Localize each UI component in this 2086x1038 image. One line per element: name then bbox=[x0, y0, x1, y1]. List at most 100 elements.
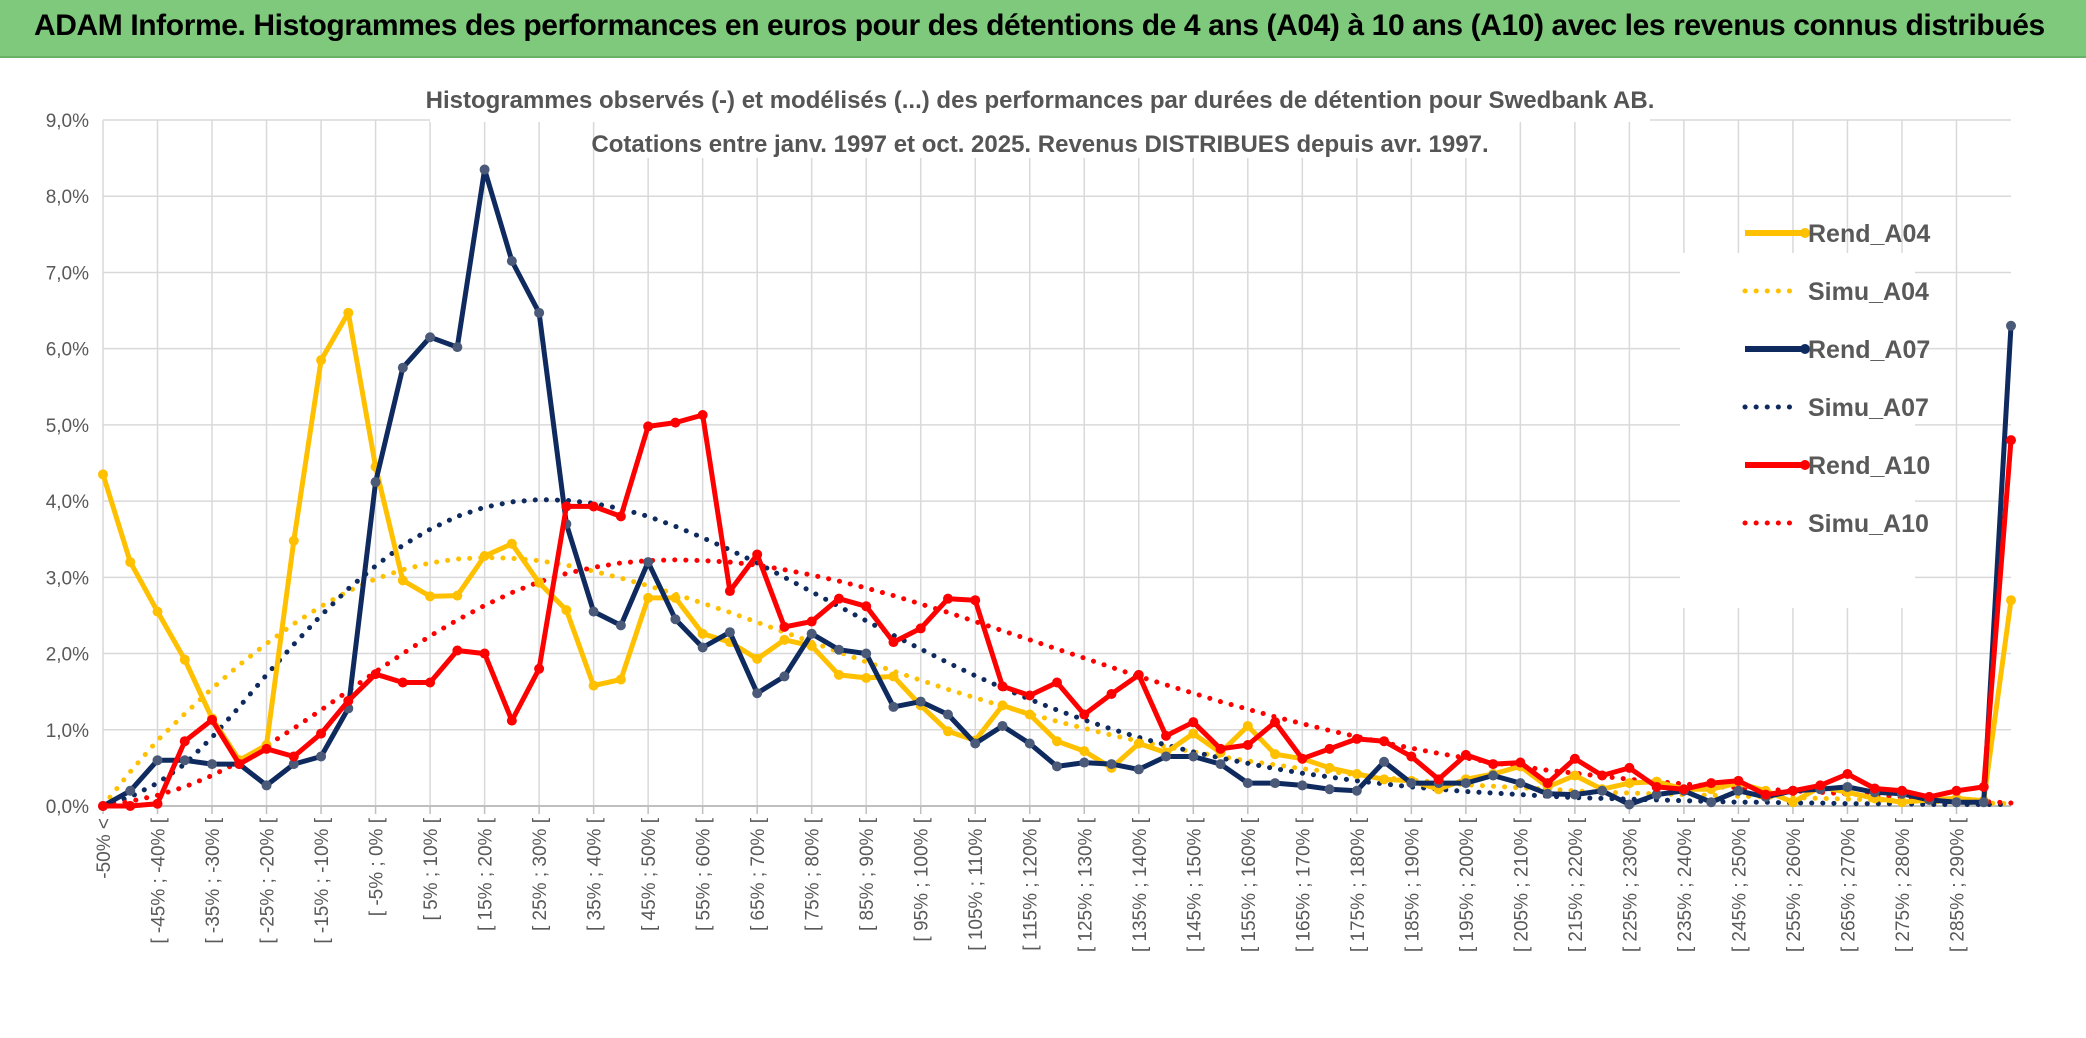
data-point bbox=[1379, 736, 1390, 747]
data-point bbox=[1978, 781, 1989, 792]
legend-label: Rend_A10 bbox=[1808, 452, 1930, 480]
data-point bbox=[1133, 669, 1144, 680]
legend-label: Simu_A10 bbox=[1808, 510, 1929, 538]
data-point bbox=[779, 671, 790, 682]
data-point bbox=[1106, 759, 1117, 770]
data-point bbox=[1024, 738, 1035, 749]
data-point bbox=[942, 726, 953, 737]
chart-area: 0,0% 1,0% 2,0% 3,0% 4,0% 5,0% 6,0% 7,0% 8,0% 9,0%… bbox=[0, 58, 2086, 1033]
x-tick-label: [ 165% ; 170% [ bbox=[1293, 817, 1314, 952]
x-tick-label: [ 35% ; 40% [ bbox=[585, 817, 606, 931]
data-point bbox=[506, 538, 517, 549]
data-point bbox=[997, 681, 1008, 692]
y-axis: 0,0% 1,0% 2,0% 3,0% 4,0% 5,0% 6,0% 7,0% 8,0% 9,0% bbox=[46, 111, 89, 818]
legend-label: Simu_A04 bbox=[1808, 278, 1929, 306]
data-point bbox=[1351, 785, 1362, 796]
data-point bbox=[615, 511, 626, 522]
data-point bbox=[152, 798, 163, 809]
data-point bbox=[942, 593, 953, 604]
x-tick-label: [ 75% ; 80% [ bbox=[803, 817, 824, 931]
series-Rend_A10 bbox=[98, 409, 2016, 811]
data-point bbox=[1161, 730, 1172, 741]
legend-item-Rend_A07: Rend_A07 bbox=[1745, 336, 1930, 364]
data-point bbox=[152, 755, 163, 766]
data-point bbox=[588, 680, 599, 691]
data-point bbox=[1052, 736, 1062, 747]
data-point bbox=[1815, 780, 1826, 791]
x-tick-label: [ 235% ; 240% [ bbox=[1675, 817, 1696, 952]
x-tick-label: [ 185% ; 190% [ bbox=[1402, 817, 1423, 952]
y-tick-label: 5,0% bbox=[46, 416, 89, 437]
data-point bbox=[1215, 743, 1226, 754]
data-point bbox=[1624, 799, 1635, 810]
data-point bbox=[670, 592, 681, 603]
data-point bbox=[1488, 770, 1499, 781]
data-point bbox=[1324, 743, 1335, 754]
legend-label: Simu_A07 bbox=[1808, 394, 1929, 422]
data-point bbox=[1324, 762, 1335, 773]
data-point bbox=[98, 801, 108, 811]
x-tick-label: [ 115% ; 120% [ bbox=[1021, 817, 1042, 950]
data-point bbox=[179, 654, 190, 665]
data-point bbox=[1079, 757, 1090, 768]
data-point bbox=[1460, 749, 1471, 760]
data-point bbox=[479, 648, 490, 659]
data-point bbox=[724, 627, 735, 638]
data-point bbox=[1242, 720, 1253, 731]
data-point bbox=[234, 759, 245, 770]
data-point bbox=[479, 550, 490, 561]
legend-item-Simu_A07: Simu_A07 bbox=[1742, 394, 1929, 422]
data-point bbox=[370, 477, 381, 488]
data-point bbox=[1706, 797, 1717, 808]
series-Simu_A07 bbox=[100, 497, 2014, 809]
data-point bbox=[615, 674, 626, 685]
y-tick-label: 7,0% bbox=[46, 263, 89, 284]
legend: Rend_A04 Simu_A04 Rend_A07 Simu_A07 Rend_A10… bbox=[1680, 220, 1930, 608]
data-point bbox=[179, 755, 190, 766]
data-point bbox=[997, 700, 1008, 711]
data-point bbox=[1079, 746, 1090, 757]
data-point bbox=[2006, 320, 2016, 331]
data-point bbox=[861, 601, 872, 612]
series-line bbox=[100, 497, 2014, 809]
x-tick-label: [ -15% ; -10% [ bbox=[312, 817, 333, 943]
chart-title-group: Histogrammes observés (-) et modélisés (… bbox=[426, 72, 1654, 158]
y-tick-label: 2,0% bbox=[46, 645, 89, 666]
data-point bbox=[1624, 778, 1635, 789]
data-point bbox=[1651, 789, 1662, 800]
data-point bbox=[670, 614, 681, 625]
data-point bbox=[670, 417, 681, 428]
x-tick-label: [ -5% ; 0% [ bbox=[367, 817, 388, 916]
data-point bbox=[1406, 778, 1417, 789]
data-point bbox=[316, 728, 327, 739]
data-point bbox=[534, 663, 545, 674]
x-tick-label: [ 275% ; 280% [ bbox=[1893, 817, 1914, 952]
data-point bbox=[1515, 778, 1526, 789]
data-point bbox=[942, 709, 953, 720]
data-point bbox=[1297, 753, 1308, 764]
y-tick-label: 8,0% bbox=[46, 187, 89, 208]
data-point bbox=[452, 342, 463, 353]
data-point bbox=[1106, 688, 1117, 699]
data-point bbox=[1869, 783, 1880, 794]
data-point bbox=[1951, 785, 1962, 796]
data-point bbox=[1188, 717, 1199, 728]
data-point bbox=[779, 621, 790, 632]
data-point bbox=[561, 501, 572, 512]
data-point bbox=[125, 801, 136, 811]
data-point bbox=[207, 759, 218, 770]
data-point bbox=[861, 672, 872, 683]
x-tick-label: [ 85% ; 90% [ bbox=[857, 817, 878, 931]
legend-item-Simu_A10: Simu_A10 bbox=[1742, 510, 1929, 538]
data-point bbox=[288, 751, 299, 762]
data-point bbox=[425, 332, 436, 343]
data-point bbox=[1242, 778, 1253, 789]
page-title: ADAM Informe. Histogrammes des performan… bbox=[34, 9, 2045, 42]
data-point bbox=[1787, 785, 1798, 796]
data-point bbox=[1624, 762, 1635, 773]
x-tick-label: [ 135% ; 140% [ bbox=[1130, 817, 1151, 952]
data-point bbox=[752, 653, 763, 664]
x-tick-label: [ 245% ; 250% [ bbox=[1729, 817, 1750, 952]
data-point bbox=[970, 595, 981, 606]
data-point bbox=[2006, 435, 2016, 446]
